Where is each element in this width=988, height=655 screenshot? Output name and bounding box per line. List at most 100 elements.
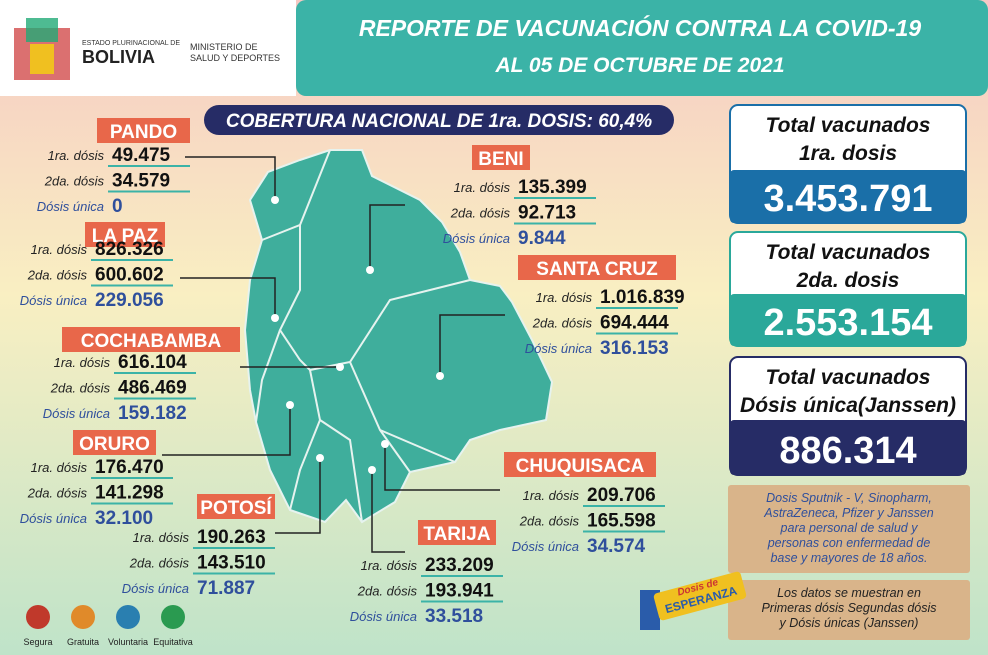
department-name: LA PAZ — [92, 226, 159, 247]
dose-value: 141.298 — [95, 483, 164, 504]
dose-value: 193.941 — [425, 581, 494, 602]
dose-label: 1ra. dósis — [54, 355, 111, 370]
dose-value: 159.182 — [118, 403, 187, 424]
dose-value: 34.574 — [587, 536, 646, 557]
note-line: Primeras dósis Segundas dósis — [761, 601, 936, 615]
icon-label: Equitativa — [153, 637, 193, 647]
note-line: AstraZeneca, Pfizer y Janssen — [763, 506, 934, 520]
note-line: personas con enfermedad de — [767, 536, 931, 550]
icon-label: Voluntaria — [108, 637, 148, 647]
total-value: 3.453.791 — [763, 178, 932, 220]
dose-value: 176.470 — [95, 457, 164, 478]
department-box — [197, 494, 275, 519]
department-name: TARIJA — [423, 524, 490, 545]
dose-label: Dósis única — [43, 406, 110, 421]
dose-value: 1.016.839 — [600, 287, 685, 308]
total-title: Dósis única(Janssen) — [740, 394, 956, 417]
dose-label: Dósis única — [20, 293, 87, 308]
note-line: Dosis Sputnik - V, Sinopharm, — [766, 491, 932, 505]
logo-text: MINISTERIO DE — [190, 42, 258, 52]
dose-value: 165.598 — [587, 511, 656, 532]
dose-label: 2da. dósis — [357, 584, 418, 599]
dose-label: Dósis única — [525, 341, 592, 356]
icon-label: Segura — [23, 637, 52, 647]
department-name: BENI — [478, 149, 523, 170]
map-dots — [271, 196, 444, 474]
dose-value: 233.209 — [425, 555, 494, 576]
dose-label: Dósis única — [443, 231, 510, 246]
department-box — [472, 145, 530, 170]
dose-value: 316.153 — [600, 338, 669, 359]
dose-value: 49.475 — [112, 145, 171, 166]
badge — [640, 571, 747, 630]
dose-label: Dósis única — [350, 609, 417, 624]
total-value: 2.553.154 — [763, 302, 932, 344]
dose-value: 826.326 — [95, 239, 164, 260]
dose-value: 486.469 — [118, 378, 187, 399]
total-title: Total vacunados — [766, 366, 931, 389]
title-band — [296, 0, 988, 96]
dose-label: 1ra. dósis — [31, 242, 88, 257]
note-line: para personal de salud y — [780, 521, 919, 535]
coverage-pill — [204, 105, 674, 135]
dose-label: Dósis única — [37, 199, 104, 214]
dose-label: Dósis única — [512, 539, 579, 554]
dose-label: 2da. dósis — [27, 486, 88, 501]
total-title: Total vacunados — [766, 114, 931, 137]
dose-label: 2da. dósis — [44, 174, 105, 189]
title: REPORTE DE VACUNACIÓN CONTRA LA COVID-19 — [359, 14, 921, 41]
dose-label: Dósis única — [20, 511, 87, 526]
dose-label: 1ra. dósis — [133, 530, 190, 545]
icon-label: Gratuita — [67, 637, 99, 647]
dose-value: 229.056 — [95, 290, 164, 311]
dose-label: 2da. dósis — [50, 381, 111, 396]
dose-label: 1ra. dósis — [361, 558, 418, 573]
dose-label: 2da. dósis — [129, 556, 190, 571]
dose-value: 33.518 — [425, 606, 483, 627]
logo-text: SALUD Y DEPORTES — [190, 53, 280, 63]
map — [243, 149, 554, 524]
dose-label: 1ra. dósis — [523, 488, 580, 503]
dose-value: 71.887 — [197, 578, 255, 599]
department-name: ORURO — [79, 434, 150, 455]
department-box — [62, 327, 240, 352]
dose-value: 600.602 — [95, 265, 164, 286]
department-box — [73, 430, 156, 455]
department-box — [504, 452, 656, 477]
subtitle: AL 05 DE OCTUBRE DE 2021 — [494, 54, 784, 77]
dose-value: 209.706 — [587, 485, 656, 506]
total-title: 2da. dosis — [796, 269, 900, 292]
dose-label: 2da. dósis — [519, 514, 580, 529]
department-name: CHUQUISACA — [516, 456, 645, 477]
dose-label: Dósis única — [122, 581, 189, 596]
department-name: POTOSÍ — [200, 497, 272, 519]
dose-label: 1ra. dósis — [454, 180, 511, 195]
dose-label: 1ra. dósis — [48, 148, 105, 163]
note-line: Los datos se muestran en — [777, 586, 921, 600]
dose-value: 32.100 — [95, 508, 153, 529]
dose-value: 190.263 — [197, 527, 266, 548]
dose-value: 0 — [112, 196, 123, 217]
note-line: base y mayores de 18 años. — [770, 551, 927, 565]
dose-value: 135.399 — [518, 177, 587, 198]
logo-text: BOLIVIA — [82, 47, 155, 67]
note-line: y Dósis únicas (Janssen) — [779, 616, 919, 630]
dose-value: 34.579 — [112, 171, 170, 192]
dose-value: 9.844 — [518, 228, 566, 249]
icon — [161, 605, 185, 629]
department-box — [518, 255, 676, 280]
icon — [71, 605, 95, 629]
department-box — [97, 118, 190, 143]
dose-value: 694.444 — [600, 313, 669, 334]
leader-lines — [162, 156, 505, 553]
department-box — [85, 222, 165, 247]
totals-boxes — [728, 104, 970, 640]
dose-value: 143.510 — [197, 553, 266, 574]
total-value: 886.314 — [779, 430, 916, 472]
map-borders — [255, 149, 471, 523]
department-name: PANDO — [110, 122, 177, 143]
logo-emblem — [14, 18, 70, 80]
dose-value: 92.713 — [518, 203, 576, 224]
